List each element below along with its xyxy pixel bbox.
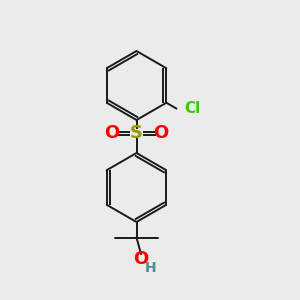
Text: O: O: [154, 124, 169, 142]
Text: O: O: [104, 124, 119, 142]
Text: S: S: [130, 124, 143, 142]
Text: H: H: [145, 261, 156, 274]
Text: Cl: Cl: [185, 101, 201, 116]
Text: O: O: [134, 250, 148, 268]
